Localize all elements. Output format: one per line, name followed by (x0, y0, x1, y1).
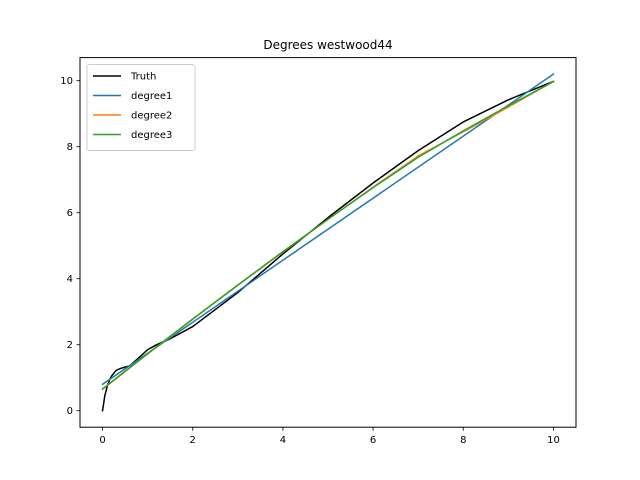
x-tick-label: 8 (460, 435, 466, 446)
legend: Truth degree1 degree2 degree3 (86, 64, 196, 151)
x-tick-label: 6 (370, 435, 376, 446)
axis-ticks: 0 2 4 6 8 10 0 2 4 6 8 10 (60, 76, 560, 446)
series-line-degree3 (101, 80, 555, 390)
x-tick-label: 4 (280, 435, 286, 446)
axes-frame (79, 57, 577, 428)
y-tick-label: 6 (67, 208, 73, 219)
legend-box (86, 64, 196, 151)
x-tick-label: 10 (547, 435, 560, 446)
y-tick-label: 8 (67, 142, 73, 153)
y-tick-label: 4 (67, 274, 73, 285)
legend-label-degree2: degree2 (131, 111, 172, 122)
plot-area (101, 73, 555, 412)
y-tick-label: 10 (60, 76, 73, 87)
chart-title: Degrees westwood44 (263, 38, 392, 52)
series-line-degree1 (101, 73, 555, 386)
legend-label-degree3: degree3 (131, 130, 172, 141)
y-tick-label: 2 (67, 340, 73, 351)
legend-label-degree1: degree1 (131, 91, 172, 102)
x-tick-label: 2 (190, 435, 196, 446)
x-tick-label: 0 (99, 435, 105, 446)
legend-label-truth: Truth (130, 72, 156, 83)
y-tick-label: 0 (67, 406, 73, 417)
